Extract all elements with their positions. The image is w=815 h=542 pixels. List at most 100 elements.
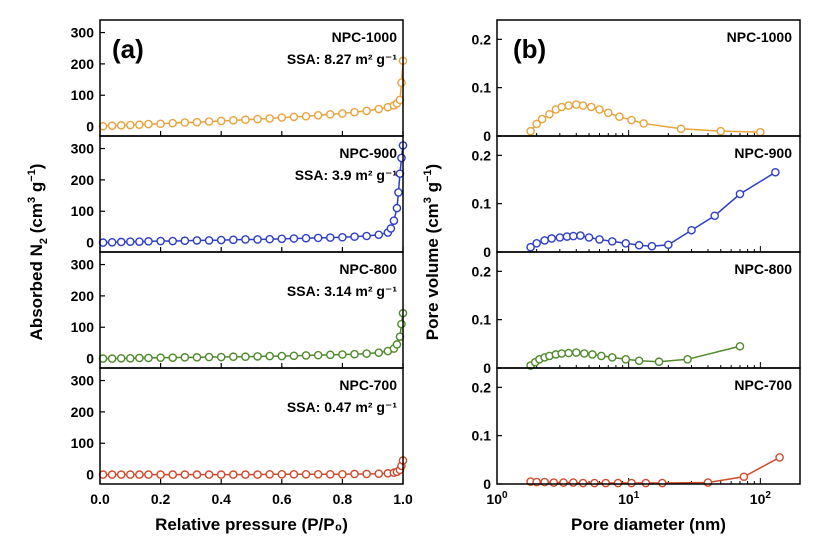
panel-a-subplot-npc-900: 0 100 200 300 NPC-900 SSA: 3.9 m² g⁻¹ bbox=[71, 135, 408, 253]
data-point bbox=[192, 470, 202, 479]
data-point bbox=[394, 188, 403, 197]
data-point bbox=[301, 351, 311, 360]
data-point bbox=[107, 470, 117, 479]
x-tick-base: 10 bbox=[750, 491, 766, 507]
data-point bbox=[634, 356, 644, 366]
panel-b: 0 0.1 0.2 NPC-1000 0 0.1 0.2 NPC-900 0 0.1 0.2 NPC-… bbox=[422, 19, 801, 534]
data-point bbox=[545, 109, 554, 119]
data-point bbox=[540, 236, 549, 245]
data-point bbox=[289, 234, 299, 243]
data-point bbox=[621, 354, 631, 364]
y-tick-label: 200 bbox=[71, 172, 95, 188]
data-point bbox=[654, 357, 664, 367]
data-point bbox=[192, 117, 202, 127]
data-point bbox=[775, 453, 784, 462]
data-point bbox=[144, 470, 153, 479]
data-point bbox=[156, 470, 165, 479]
data-point bbox=[253, 470, 262, 479]
data-point bbox=[657, 478, 667, 488]
y-axis-label-part: (cm bbox=[27, 203, 46, 238]
data-point bbox=[338, 350, 347, 359]
data-point bbox=[579, 349, 589, 358]
data-point bbox=[607, 353, 617, 362]
data-point bbox=[301, 111, 311, 121]
y-tick-label: 0.2 bbox=[472, 147, 492, 163]
data-point bbox=[739, 472, 749, 482]
data-point bbox=[397, 78, 406, 88]
data-point bbox=[627, 115, 636, 125]
data-point bbox=[116, 237, 126, 247]
y-tick-label: 0 bbox=[483, 360, 491, 376]
data-point bbox=[277, 469, 287, 479]
data-point bbox=[641, 478, 651, 488]
data-point bbox=[374, 469, 384, 478]
data-point bbox=[595, 235, 604, 244]
series-name-label: NPC-1000 bbox=[727, 29, 793, 45]
data-point bbox=[621, 238, 631, 248]
data-point bbox=[350, 349, 359, 359]
panel-b-subplot-npc-800: 0 0.1 0.2 NPC-800 bbox=[472, 251, 801, 376]
data-point bbox=[168, 118, 178, 128]
y-tick-label: 0.1 bbox=[472, 196, 492, 212]
panel-label: (b) bbox=[513, 34, 546, 64]
data-point bbox=[107, 237, 117, 247]
data-point bbox=[301, 469, 311, 479]
data-point bbox=[595, 105, 604, 114]
data-point bbox=[735, 189, 745, 199]
panel-b-subplot-npc-900: 0 0.1 0.2 NPC-900 bbox=[472, 135, 801, 260]
x-tick-base: 10 bbox=[486, 491, 502, 507]
data-point bbox=[144, 119, 153, 129]
data-point bbox=[603, 108, 613, 118]
data-point bbox=[683, 354, 692, 364]
data-point bbox=[289, 112, 299, 122]
y-tick-label: 0 bbox=[86, 235, 94, 251]
data-point bbox=[126, 120, 135, 130]
ssa-label: SSA: 0.47 m² g⁻¹ bbox=[287, 399, 397, 415]
data-point bbox=[289, 351, 299, 361]
data-point bbox=[135, 120, 144, 130]
data-point bbox=[615, 112, 624, 121]
data-point bbox=[116, 353, 126, 363]
data-point bbox=[241, 352, 250, 362]
data-point bbox=[144, 237, 153, 246]
y-tick-label: 0.1 bbox=[472, 428, 492, 444]
data-point bbox=[265, 114, 274, 123]
series-name-label: NPC-700 bbox=[734, 377, 792, 393]
data-point bbox=[313, 111, 323, 120]
data-point bbox=[135, 353, 144, 363]
series-line-npc-1000 bbox=[102, 60, 404, 128]
data-point bbox=[253, 114, 262, 124]
data-point bbox=[313, 469, 323, 479]
data-point bbox=[559, 478, 568, 487]
x-tick-label: 1.0 bbox=[393, 491, 413, 507]
series-name-label: NPC-800 bbox=[339, 261, 397, 277]
data-point bbox=[325, 233, 335, 242]
y-axis-label-part: Absorbed N bbox=[27, 244, 46, 340]
y-axis-label-part: 3 bbox=[422, 197, 434, 203]
x-tick-label: 0.8 bbox=[333, 491, 353, 507]
data-point bbox=[135, 237, 144, 246]
data-point bbox=[325, 110, 335, 119]
data-point bbox=[597, 351, 606, 361]
data-point bbox=[126, 353, 135, 363]
y-tick-label: 200 bbox=[71, 288, 95, 304]
data-point bbox=[204, 352, 214, 362]
data-point bbox=[216, 116, 226, 126]
y-tick-label: 300 bbox=[71, 373, 95, 389]
y-tick-label: 0 bbox=[86, 119, 94, 135]
data-point bbox=[168, 470, 178, 479]
y-tick-label: 200 bbox=[71, 404, 95, 420]
y-axis-label-part: Pore volume (cm bbox=[423, 203, 442, 340]
data-point bbox=[180, 118, 190, 127]
data-point bbox=[350, 232, 359, 241]
data-point bbox=[557, 102, 567, 112]
data-point bbox=[374, 348, 384, 357]
data-point bbox=[586, 102, 596, 112]
data-point bbox=[204, 236, 214, 245]
y-tick-label: 0.1 bbox=[472, 80, 492, 96]
x-axis-label: Relative pressure (P/P₀) bbox=[155, 515, 348, 534]
data-point bbox=[526, 126, 535, 136]
y-tick-label: 0 bbox=[483, 128, 491, 144]
data-point bbox=[192, 236, 202, 245]
